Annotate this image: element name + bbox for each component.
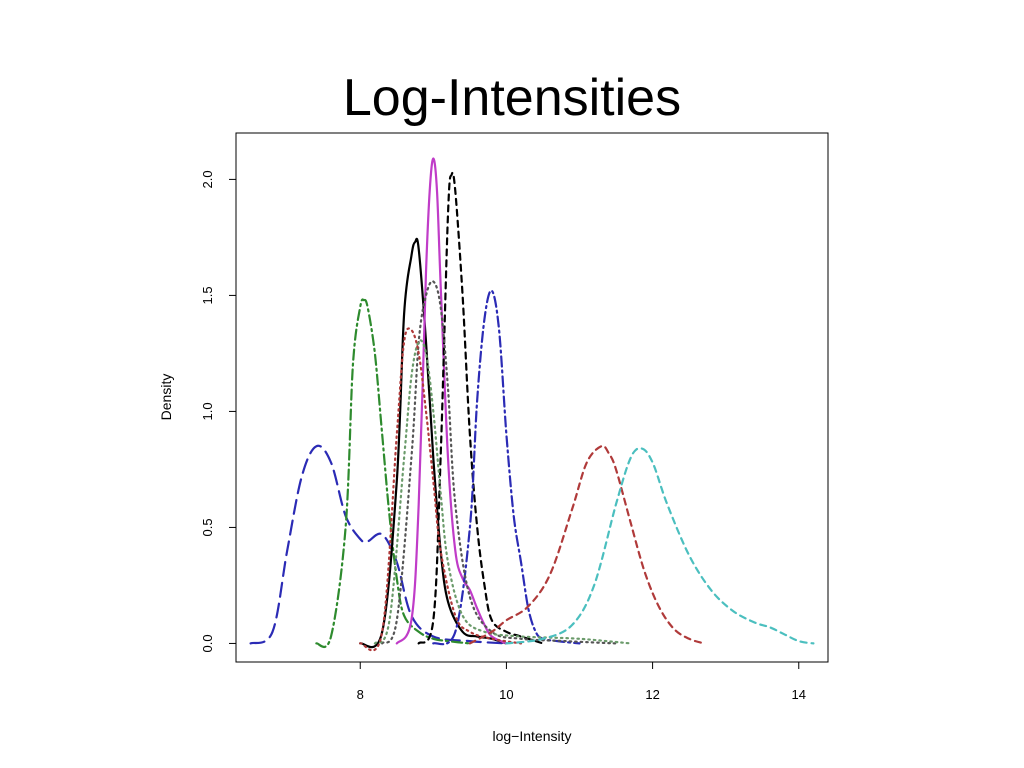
y-axis-label: Density	[158, 374, 174, 421]
x-tick-label: 8	[357, 687, 364, 702]
density-series-5	[417, 171, 545, 645]
x-tick-label: 10	[499, 687, 513, 702]
y-tick-label: 0.0	[200, 634, 215, 652]
density-series-7	[381, 280, 618, 645]
plot-frame	[235, 132, 829, 663]
density-series-10	[468, 444, 705, 645]
y-tick-label: 0.5	[200, 518, 215, 536]
density-series-9	[359, 327, 523, 652]
x-tick-label: 12	[645, 687, 659, 702]
density-series-6	[432, 289, 581, 646]
x-tick-label: 14	[792, 687, 806, 702]
y-tick-label: 1.0	[200, 402, 215, 420]
y-tick-label: 1.5	[200, 286, 215, 304]
y-axis: 0.0 0.5 1.0 1.5 2.0	[200, 170, 237, 652]
density-series-1	[249, 444, 508, 645]
density-series-4	[395, 157, 508, 645]
series-layer	[249, 157, 815, 652]
x-axis-label: log−Intensity	[493, 728, 572, 744]
density-series-11	[505, 447, 815, 645]
x-axis: 8 10 12 14	[357, 661, 806, 702]
density-series-2	[315, 298, 471, 648]
y-tick-label: 2.0	[200, 170, 215, 188]
slide-title: Log-Intensities	[342, 69, 682, 127]
density-series-8	[373, 339, 632, 645]
